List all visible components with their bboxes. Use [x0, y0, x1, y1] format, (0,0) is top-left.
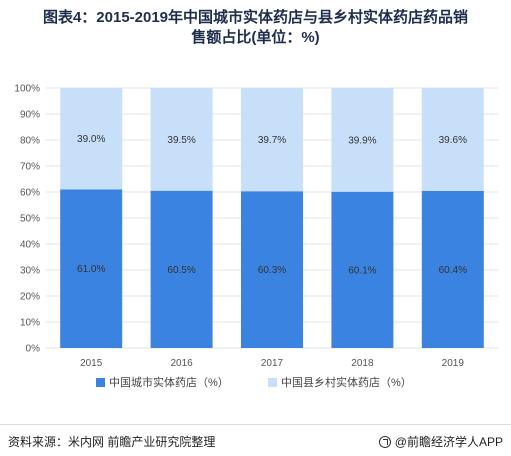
legend-rural-label: 中国县乡村实体药店（%）: [281, 375, 412, 389]
bar-urban: [331, 191, 394, 348]
legend-urban-label: 中国城市实体药店（%）: [109, 375, 229, 389]
y-tick-label: 70%: [20, 162, 40, 173]
y-tick-label: 80%: [20, 136, 40, 147]
footer: 资料来源：米内网 前瞻产业研究院整理 @前瞻经济学人APP: [0, 424, 511, 456]
y-tick-label: 20%: [20, 292, 40, 303]
x-tick-label: 2017: [261, 358, 284, 369]
bar-rural: [241, 88, 303, 192]
source-note: 资料来源：米内网 前瞻产业研究院整理: [8, 435, 216, 449]
data-label-urban: 61.0%: [77, 264, 105, 275]
bar-rural: [421, 88, 484, 191]
bar-urban: [421, 190, 484, 348]
chart-title-line1: 图表4：2015-2019年中国城市实体药店与县乡村实体药店药品销: [42, 9, 469, 26]
x-tick-label: 2016: [170, 358, 193, 369]
chart-title-line2: 售额占比(单位：%): [191, 29, 320, 46]
data-label-urban: 60.4%: [439, 265, 467, 276]
y-tick-label: 10%: [20, 318, 40, 329]
bar-rural: [150, 88, 213, 191]
y-tick-label: 50%: [20, 214, 40, 225]
x-tick-label: 2018: [351, 358, 374, 369]
data-label-rural: 39.9%: [348, 135, 376, 146]
data-label-rural: 39.6%: [439, 135, 467, 146]
data-label-urban: 60.3%: [258, 265, 286, 276]
data-label-urban: 60.1%: [348, 265, 376, 276]
bar-urban: [241, 191, 303, 348]
legend-rural-swatch: [268, 378, 277, 387]
x-tick-label: 2015: [80, 358, 103, 369]
data-label-rural: 39.7%: [258, 135, 286, 146]
bar-rural: [331, 88, 394, 192]
bar-urban: [60, 189, 123, 348]
bar-rural: [60, 88, 123, 190]
stacked-bar-chart: 0% 10% 20% 30% 40% 50% 60% 70% 80% 90% 100% 61.0% 39…: [14, 84, 498, 389]
y-tick-label: 90%: [20, 110, 40, 121]
qianzhan-logo-icon: [378, 435, 391, 448]
y-tick-label: 30%: [20, 266, 40, 277]
data-label-rural: 39.0%: [77, 134, 105, 145]
chart-title: 图表4：2015-2019年中国城市实体药店与县乡村实体药店药品销 售额占比(单…: [0, 8, 511, 48]
data-label-urban: 60.5%: [167, 265, 195, 276]
x-tick-label: 2019: [442, 358, 465, 369]
y-tick-label: 40%: [20, 240, 40, 251]
legend-urban-swatch: [96, 378, 105, 387]
data-label-rural: 39.5%: [167, 135, 195, 146]
brand-text: @前瞻经济学人APP: [394, 435, 503, 449]
y-tick-label: 100%: [14, 84, 40, 95]
bar-urban: [150, 190, 213, 348]
y-tick-label: 60%: [20, 188, 40, 199]
y-tick-label: 0%: [26, 344, 41, 355]
brand-credit: @前瞻经济学人APP: [378, 433, 503, 450]
